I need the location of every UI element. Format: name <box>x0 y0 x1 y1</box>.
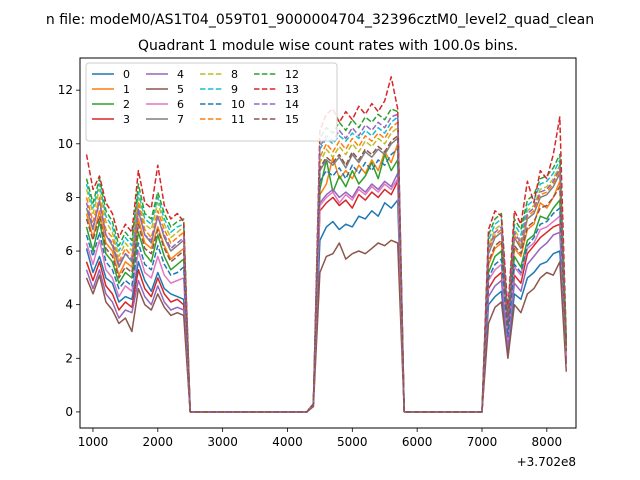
legend-label: 5 <box>177 83 184 96</box>
x-tick-label: 3000 <box>207 435 238 449</box>
x-tick-label: 2000 <box>143 435 174 449</box>
x-tick-label: 8000 <box>532 435 563 449</box>
y-tick-label: 8 <box>65 190 73 204</box>
legend-label: 15 <box>285 113 299 126</box>
series-line-5 <box>85 239 568 413</box>
x-offset-label: +3.702e8 <box>517 455 576 469</box>
y-tick-label: 12 <box>58 83 73 97</box>
y-tick-label: 2 <box>65 351 73 365</box>
legend-label: 1 <box>123 83 130 96</box>
legend-label: 13 <box>285 83 299 96</box>
x-tick-label: 1000 <box>78 435 109 449</box>
legend-label: 11 <box>231 113 245 126</box>
legend-label: 6 <box>177 98 184 111</box>
x-tick-label: 7000 <box>467 435 498 449</box>
legend-label: 10 <box>231 98 245 111</box>
legend-label: 12 <box>285 68 299 81</box>
y-tick-label: 10 <box>58 137 73 151</box>
series-line-15 <box>85 135 568 413</box>
legend-label: 3 <box>123 113 130 126</box>
series-line-8 <box>85 126 568 413</box>
x-tick-label: 5000 <box>337 435 368 449</box>
legend-label: 8 <box>231 68 238 81</box>
x-axis: 1000 2000 3000 4000 5000 6000 7000 8000 <box>78 428 562 449</box>
legend-label: 14 <box>285 98 299 111</box>
legend-label: 0 <box>123 68 130 81</box>
chart-title: Quadrant 1 module wise count rates with … <box>138 38 518 54</box>
figure-suptitle: n file: modeM0/AS1T04_059T01_9000004704_… <box>46 12 594 28</box>
x-tick-label: 6000 <box>402 435 433 449</box>
y-tick-label: 0 <box>65 405 73 419</box>
legend-label: 2 <box>123 98 130 111</box>
x-tick-label: 4000 <box>272 435 303 449</box>
plot-frame <box>79 57 577 429</box>
legend-label: 7 <box>177 113 184 126</box>
legend-label: 9 <box>231 83 238 96</box>
legend-frame <box>85 62 338 142</box>
y-tick-label: 4 <box>65 298 73 312</box>
legend-label: 4 <box>177 68 184 81</box>
y-tick-label: 6 <box>65 244 73 258</box>
y-axis: 0 2 4 6 8 10 12 <box>58 83 80 419</box>
